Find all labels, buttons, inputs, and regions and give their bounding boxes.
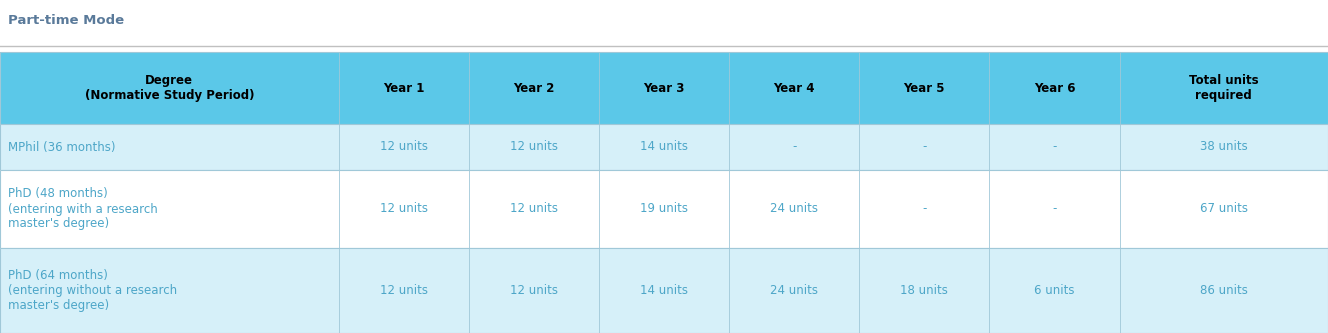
Text: -: -	[922, 141, 927, 154]
Text: PhD (48 months)
(entering with a research
master's degree): PhD (48 months) (entering with a researc…	[8, 187, 158, 230]
Text: 24 units: 24 units	[770, 284, 818, 297]
Bar	[0, 124, 1328, 170]
Text: 14 units: 14 units	[640, 141, 688, 154]
Text: MPhil (36 months): MPhil (36 months)	[8, 141, 116, 154]
Text: -: -	[791, 141, 797, 154]
Text: 12 units: 12 units	[380, 141, 428, 154]
Text: -: -	[922, 202, 927, 215]
Text: 86 units: 86 units	[1199, 284, 1248, 297]
Text: Total units
required: Total units required	[1189, 74, 1259, 102]
Text: -: -	[1052, 202, 1057, 215]
Text: 24 units: 24 units	[770, 202, 818, 215]
Bar	[0, 52, 1328, 124]
Text: 12 units: 12 units	[380, 202, 428, 215]
Bar	[0, 248, 1328, 333]
Text: Year 5: Year 5	[903, 82, 946, 95]
Text: 14 units: 14 units	[640, 284, 688, 297]
Text: Degree
(Normative Study Period): Degree (Normative Study Period)	[85, 74, 254, 102]
Text: PhD (64 months)
(entering without a research
master's degree): PhD (64 months) (entering without a rese…	[8, 269, 177, 312]
Text: 12 units: 12 units	[510, 141, 558, 154]
Text: Year 6: Year 6	[1033, 82, 1076, 95]
Text: Year 1: Year 1	[382, 82, 425, 95]
Text: 67 units: 67 units	[1199, 202, 1248, 215]
Bar	[0, 170, 1328, 248]
Bar	[0, 52, 1328, 124]
Text: 12 units: 12 units	[380, 284, 428, 297]
Text: -: -	[1052, 141, 1057, 154]
Text: Part-time Mode: Part-time Mode	[8, 14, 124, 27]
Text: Year 2: Year 2	[513, 82, 555, 95]
Text: 12 units: 12 units	[510, 284, 558, 297]
Bar	[0, 124, 1328, 170]
Bar	[0, 248, 1328, 333]
Text: 19 units: 19 units	[640, 202, 688, 215]
Bar	[0, 170, 1328, 248]
Text: 38 units: 38 units	[1201, 141, 1247, 154]
Text: 18 units: 18 units	[900, 284, 948, 297]
Text: Year 3: Year 3	[643, 82, 685, 95]
Text: Year 4: Year 4	[773, 82, 815, 95]
Text: 12 units: 12 units	[510, 202, 558, 215]
Text: 6 units: 6 units	[1035, 284, 1074, 297]
